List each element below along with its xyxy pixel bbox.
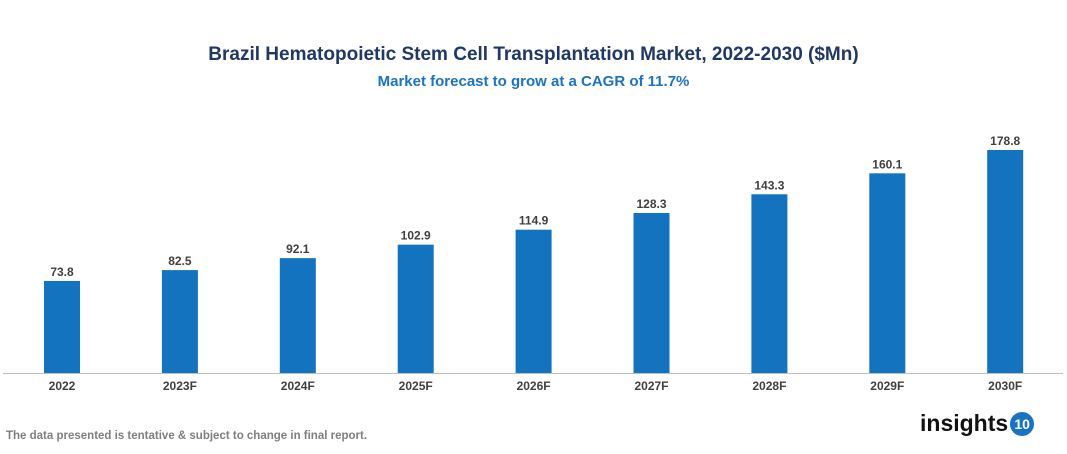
data-label: 178.8 (990, 134, 1020, 148)
x-tick-label: 2025F (399, 379, 433, 393)
bar-2029F (869, 173, 906, 373)
bar-2025F (397, 244, 434, 373)
logo-badge: 10 (1010, 411, 1035, 436)
insights10-logo: insights 10 (920, 410, 1035, 437)
bar-2026F (515, 229, 552, 373)
bar-2024F (279, 258, 316, 373)
data-label: 92.1 (286, 242, 310, 256)
bar-2023F (161, 270, 198, 373)
data-label: 128.3 (636, 197, 666, 211)
x-tick-label: 2027F (634, 379, 668, 393)
x-tick-label: 2023F (163, 379, 197, 393)
disclaimer-text: The data presented is tentative & subjec… (6, 430, 368, 442)
bar-2022 (44, 280, 80, 373)
chart-title: Brazil Hematopoietic Stem Cell Transplan… (208, 44, 859, 65)
x-tick-label: 2028F (752, 379, 786, 393)
data-label: 102.9 (401, 229, 431, 243)
data-label: 143.3 (754, 178, 784, 192)
x-tick-label: 2022 (49, 379, 76, 393)
logo-text: insights (920, 410, 1009, 436)
bar-2028F (751, 194, 788, 373)
x-tick-label: 2024F (281, 379, 315, 393)
data-label: 114.9 (519, 214, 549, 228)
data-label: 160.1 (872, 157, 902, 171)
chart-subtitle: Market forecast to grow at a CAGR of 11.… (377, 73, 690, 90)
data-label: 73.8 (50, 265, 74, 279)
x-tick-label: 2029F (870, 379, 904, 393)
x-tick-label: 2030F (988, 379, 1022, 393)
data-label: 82.5 (168, 254, 192, 268)
x-tick-label: 2026F (517, 379, 551, 393)
bar-2027F (633, 212, 670, 373)
bar-2030F (987, 150, 1024, 373)
